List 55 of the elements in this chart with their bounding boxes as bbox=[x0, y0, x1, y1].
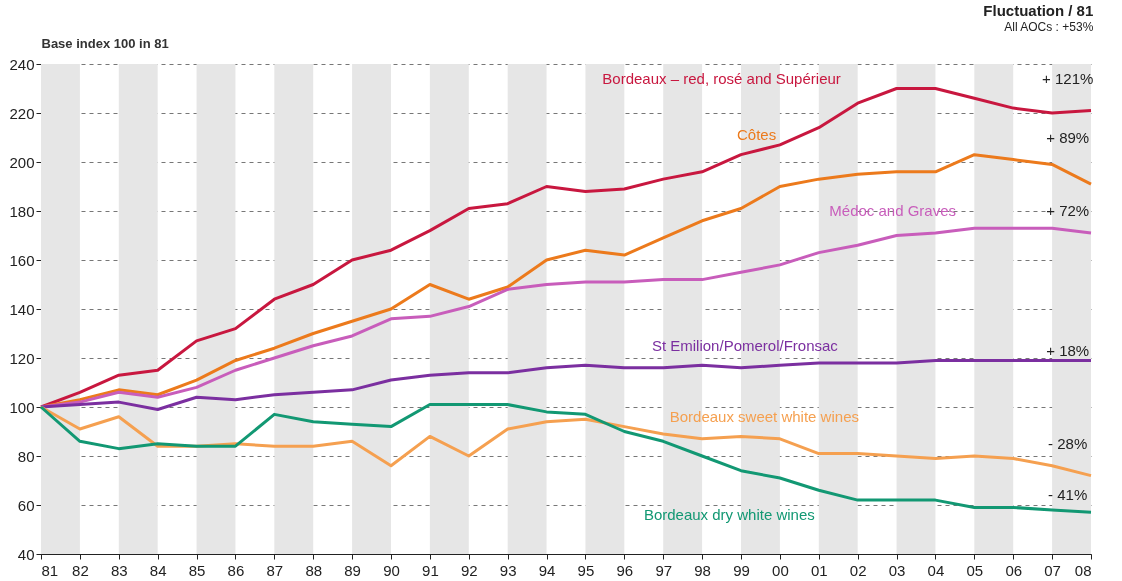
x-tick-label: 07 bbox=[1044, 561, 1061, 579]
x-tick-label: 82 bbox=[72, 561, 89, 579]
x-tick-label: 87 bbox=[266, 561, 284, 579]
series-label: Médoc and Graves bbox=[829, 202, 957, 219]
x-tick-label: 88 bbox=[305, 561, 323, 579]
series-label: Bordeaux sweet white wines bbox=[669, 407, 859, 425]
x-tick-label: 91 bbox=[422, 561, 439, 579]
y-tick-label: 60 bbox=[17, 496, 35, 514]
x-tick-label: 02 bbox=[849, 561, 867, 579]
x-tick-label: 85 bbox=[188, 561, 206, 579]
y-tick-label: 160 bbox=[9, 251, 35, 269]
chart-title: Fluctuation / 81 bbox=[983, 2, 1094, 19]
x-tick-label: 83 bbox=[110, 561, 128, 579]
y-tick-label: 120 bbox=[9, 349, 35, 367]
y-tick-label: 80 bbox=[17, 447, 35, 465]
x-tick-label: 05 bbox=[966, 561, 984, 579]
series-label: Bordeaux dry white wines bbox=[643, 505, 815, 523]
x-tick-label: 99 bbox=[733, 561, 750, 579]
x-tick-label: 95 bbox=[577, 561, 595, 579]
x-tick-label: 84 bbox=[149, 561, 167, 579]
x-tick-label: 04 bbox=[927, 561, 945, 579]
y-tick-label: 180 bbox=[9, 202, 35, 220]
line-series bbox=[39, 358, 1093, 411]
x-tick-label: 00 bbox=[772, 561, 789, 579]
x-tick-label: 97 bbox=[655, 561, 673, 579]
y-tick-label: 100 bbox=[9, 398, 35, 416]
x-tick-label: 06 bbox=[1005, 561, 1023, 579]
x-tick-label: 01 bbox=[810, 561, 828, 579]
text: Côtes bbox=[736, 126, 777, 144]
y-tick-label: 140 bbox=[9, 300, 35, 318]
x-tick-label: 92 bbox=[460, 561, 478, 579]
annotation: - 28% bbox=[1048, 434, 1088, 452]
x-tick-label: 03 bbox=[888, 561, 906, 579]
y-tick-label: 240 bbox=[9, 55, 35, 73]
x-tick-label: 89 bbox=[344, 561, 361, 579]
x-tick-label: 08 bbox=[1074, 561, 1092, 579]
x-tick-label: 96 bbox=[616, 561, 634, 579]
x-tick-label: 81 bbox=[41, 561, 59, 579]
chart-subtitle: All AOCs : +53% bbox=[1004, 20, 1094, 34]
x-tick-label: 93 bbox=[499, 561, 517, 579]
y-tick-label: 220 bbox=[9, 104, 35, 122]
x-tick-label: 94 bbox=[538, 561, 556, 579]
series-label: St Emilion/Pomerol/Fronsac bbox=[651, 336, 839, 354]
annotation: + 72% bbox=[1046, 202, 1090, 219]
y-tick-label: 200 bbox=[9, 153, 35, 171]
annotation: + 89% bbox=[1046, 128, 1090, 146]
annotation: + 18% bbox=[1046, 341, 1090, 359]
y-axis-title: Base index 100 in 81 bbox=[41, 35, 169, 51]
x-tick-label: 86 bbox=[227, 561, 245, 579]
series-label: Bordeaux – red, rosé and Supérieur bbox=[602, 69, 841, 87]
annotation: - 41% bbox=[1048, 486, 1088, 504]
y-tick-label: 40 bbox=[17, 545, 35, 563]
x-tick-label: 98 bbox=[694, 561, 711, 579]
x-tick-label: 90 bbox=[383, 561, 400, 579]
annotation: + 121% bbox=[1042, 69, 1094, 87]
